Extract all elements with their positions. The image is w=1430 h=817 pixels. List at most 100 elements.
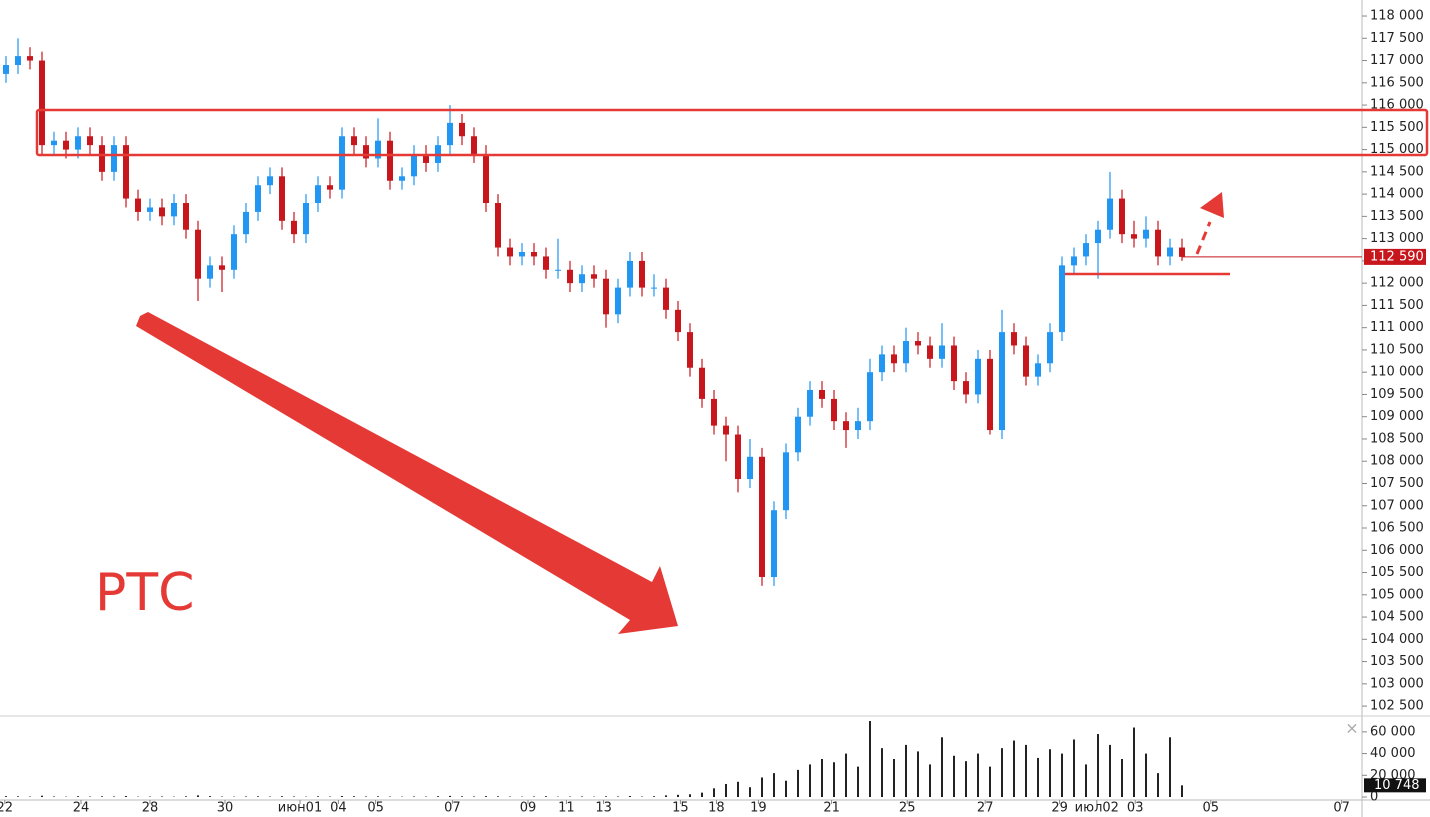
volume-bar (281, 796, 283, 797)
candle-body (1143, 229, 1149, 239)
y-tick-label: 113 000 (1370, 231, 1424, 246)
x-tick-label: 13 (595, 801, 612, 816)
x-tick-label: 28 (142, 801, 159, 816)
volume-bar (1037, 757, 1039, 797)
candle-body (555, 269, 561, 271)
candle-body (447, 122, 453, 146)
candle-body (795, 416, 801, 453)
candle-body (927, 345, 933, 359)
volume-bar (605, 796, 607, 797)
candle-body (207, 265, 213, 279)
volume-bar (1133, 727, 1135, 797)
candle-body (567, 269, 573, 284)
candle-body (591, 274, 597, 279)
candle-body (963, 381, 969, 395)
volume-bar (1001, 748, 1003, 797)
volume-bar (977, 753, 979, 797)
resistance-zone (35, 108, 1429, 157)
volume-bar (989, 766, 991, 797)
candle-body (1083, 243, 1089, 257)
volume-bar (737, 781, 739, 797)
candle-body (387, 140, 393, 181)
y-tick-label: 102 500 (1370, 699, 1424, 714)
volume-bar (893, 759, 895, 797)
volume-bar (413, 796, 415, 797)
x-tick-label: 30 (217, 801, 234, 816)
volume-bar (437, 796, 439, 797)
volume-bar (941, 737, 943, 797)
candle-body (339, 136, 345, 190)
x-tick-label: 07 (444, 801, 461, 816)
volume-bar (581, 796, 583, 797)
candle-body (687, 332, 693, 368)
volume-bar (341, 796, 343, 797)
candle-body (1155, 229, 1161, 257)
candle-body (399, 176, 405, 181)
candle-body (891, 354, 897, 364)
y-tick-label: 111 500 (1370, 298, 1424, 313)
volume-bar (773, 773, 775, 797)
volume-bar (125, 796, 127, 797)
candle-body (147, 207, 153, 212)
candle-body (63, 140, 69, 150)
candle-body (951, 345, 957, 382)
candle-body (375, 140, 381, 159)
candle-body (1131, 234, 1137, 239)
volume-bar (869, 721, 871, 797)
volume-bar (1013, 740, 1015, 797)
y-tick-label: 106 500 (1370, 521, 1424, 536)
volume-bar (5, 796, 7, 797)
candle-body (459, 122, 465, 137)
x-tick-label: 25 (899, 801, 916, 816)
volume-bar (485, 796, 487, 797)
x-tick-label: 05 (367, 801, 384, 816)
up-arrow-shaft (1195, 221, 1212, 255)
volume-bar (725, 783, 727, 797)
candle-body (135, 198, 141, 212)
volume-bar (449, 795, 451, 797)
candle-body (315, 185, 321, 204)
candle-body (855, 421, 861, 431)
x-tick-label: 18 (708, 801, 725, 816)
volume-bar (881, 748, 883, 797)
candle-body (99, 145, 105, 172)
annotation-text: РТС (95, 563, 194, 623)
candle-body (243, 211, 249, 235)
close-panel-button[interactable]: × (1345, 719, 1358, 738)
y-tick-label: 107 500 (1370, 476, 1424, 491)
volume-bar (353, 796, 355, 797)
volume-bar (209, 796, 211, 797)
volume-bar (377, 796, 379, 797)
x-tick-label: 05 (1203, 801, 1220, 816)
candle-body (663, 287, 669, 310)
y-tick-label: 115 000 (1370, 142, 1424, 157)
y-tick-label: 105 500 (1370, 565, 1424, 580)
x-tick-label: 04 (330, 801, 347, 816)
y-tick-label: 108 500 (1370, 431, 1424, 446)
volume-bar (53, 796, 55, 797)
candle-body (1167, 247, 1173, 257)
volume-bar (761, 777, 763, 797)
candle-body (987, 358, 993, 431)
volume-bar (905, 744, 907, 797)
volume-bar (629, 796, 631, 797)
candle-body (939, 345, 945, 359)
volume-bar (857, 766, 859, 797)
candle-body (759, 456, 765, 577)
last-price-box (1364, 248, 1426, 265)
candle-body (639, 260, 645, 288)
candle-body (819, 390, 825, 399)
y-tick-label: 114 500 (1370, 164, 1424, 179)
volume-bar (701, 792, 703, 797)
candle-body (723, 425, 729, 435)
volume-bar (929, 764, 931, 797)
candle-body (651, 287, 657, 289)
x-tick-label: 11 (558, 801, 575, 816)
candle-body (975, 358, 981, 395)
candle-body (255, 185, 261, 212)
y-tick-label: 112 000 (1370, 276, 1424, 291)
volume-bar (257, 796, 259, 797)
candle-body (879, 354, 885, 373)
volume-tick-label: 60 000 (1370, 724, 1416, 739)
